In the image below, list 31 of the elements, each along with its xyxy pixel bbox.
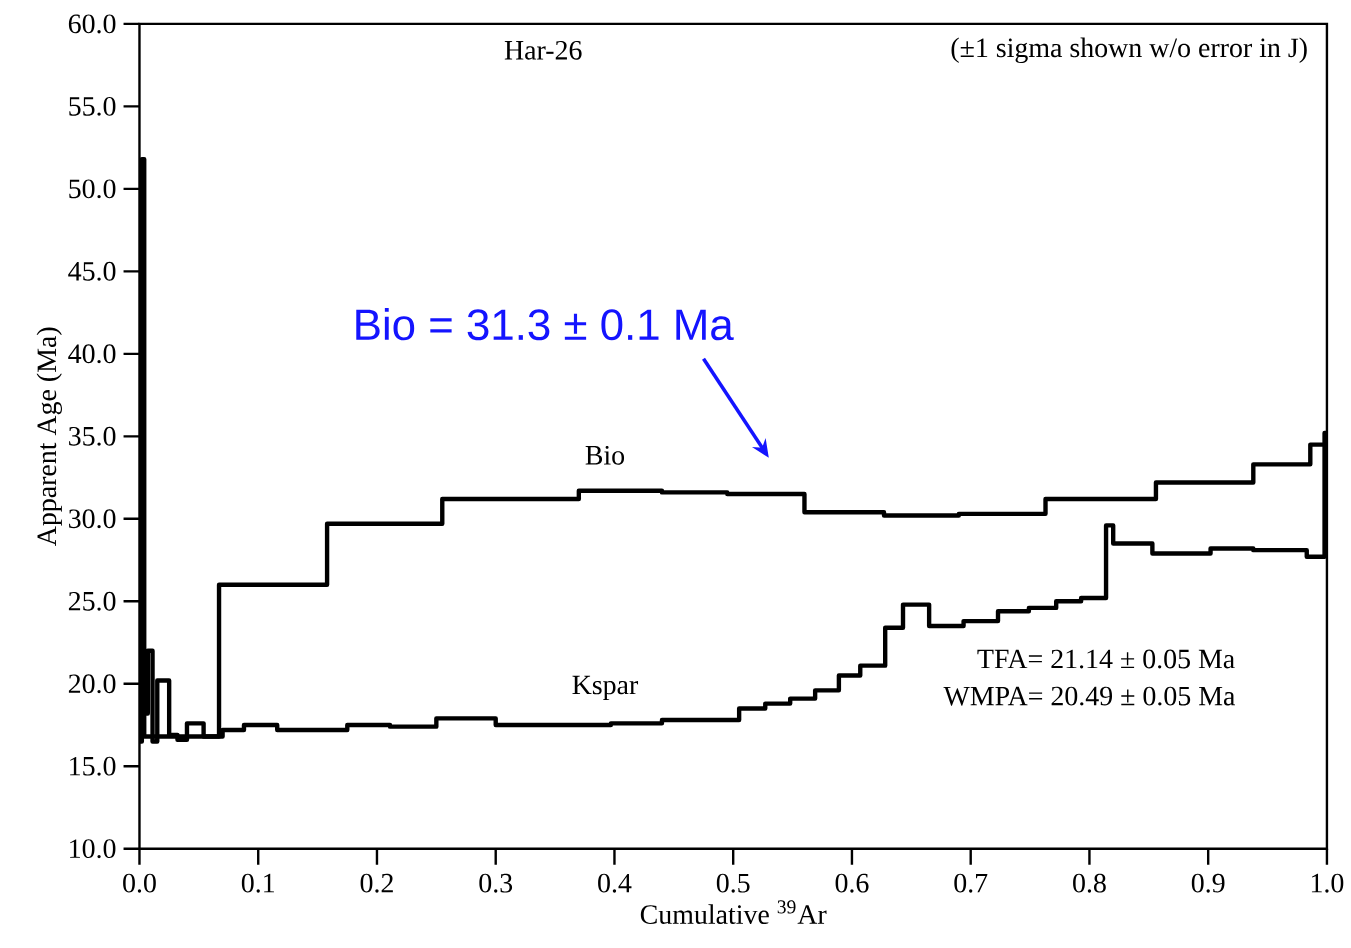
- y-tick-label: 25.0: [68, 591, 116, 611]
- x-tick-label: 0.0: [123, 873, 156, 893]
- y-axis-title: Apparent Age (Ma): [36, 327, 62, 546]
- y-tick-label: 40.0: [68, 344, 116, 364]
- chart-title: Har-26: [504, 40, 582, 60]
- y-tick-label: 30.0: [69, 509, 116, 529]
- x-tick-label: 0.6: [835, 873, 869, 893]
- x-tick-label: 0.9: [1191, 873, 1225, 893]
- series-label: Kspar: [572, 675, 639, 700]
- annotation: WMPA= 20.49 ± 0.05 Ma: [943, 686, 1235, 706]
- x-tick-label: 0.3: [479, 873, 513, 893]
- y-tick-label: 15.0: [70, 756, 116, 776]
- x-tick-label: 1.0: [1311, 873, 1344, 893]
- y-tick-label: 20.0: [68, 674, 116, 694]
- x-tick-label: 0.2: [360, 873, 393, 893]
- series-label: Bio: [585, 445, 625, 465]
- annotation: Bio = 31.3 ± 0.1 Ma: [356, 307, 734, 341]
- chart-subtitle: (±1 sigma shown w/o error in J): [951, 37, 1307, 63]
- y-tick-label: 10.0: [70, 839, 116, 859]
- x-tick-label: 0.4: [598, 873, 632, 893]
- y-tick-label: 60.0: [68, 14, 116, 34]
- x-tick-label: 0.8: [1073, 873, 1106, 893]
- x-tick-label: 0.7: [954, 873, 988, 893]
- x-tick-label: 0.5: [716, 873, 750, 893]
- x-tick-label: 0.1: [241, 873, 274, 893]
- y-tick-label: 50.0: [69, 179, 116, 199]
- y-tick-label: 55.0: [69, 96, 116, 116]
- annotation: TFA= 21.14 ± 0.05 Ma: [977, 649, 1235, 669]
- y-tick-label: 45.0: [68, 261, 116, 281]
- y-tick-label: 35.0: [69, 426, 116, 446]
- x-axis-title: Cumulative $^{39}$Ar: [640, 900, 827, 924]
